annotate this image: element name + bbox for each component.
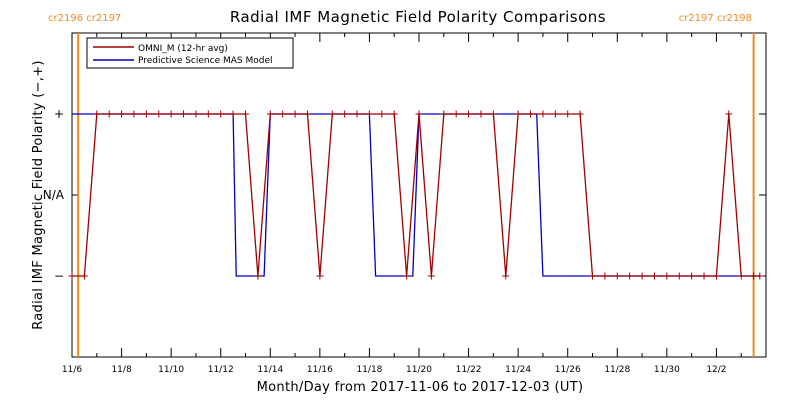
- carrington-label: cr2196 cr2197: [48, 13, 121, 24]
- data-point: [291, 110, 299, 118]
- data-point: [626, 272, 634, 280]
- data-point: [489, 110, 497, 118]
- data-point: [756, 272, 764, 280]
- data-point: [502, 272, 510, 280]
- data-point: [303, 110, 311, 118]
- data-point: [589, 272, 596, 280]
- data-point: [737, 272, 745, 280]
- data-point: [403, 272, 411, 280]
- y-tick-label: N/A: [43, 188, 65, 202]
- x-tick-label: 11/6: [62, 365, 82, 375]
- carrington-label: cr2197 cr2198: [679, 13, 752, 24]
- y-axis: + N/A −: [43, 107, 766, 283]
- data-point: [551, 110, 559, 118]
- data-point: [204, 110, 212, 118]
- data-point: [80, 272, 88, 280]
- data-point: [712, 272, 720, 280]
- data-point: [365, 110, 373, 118]
- data-point: [378, 110, 386, 118]
- data-point: [539, 110, 547, 118]
- data-point: [638, 272, 646, 280]
- data-point: [688, 272, 696, 280]
- x-tick-label: 11/24: [505, 365, 531, 375]
- data-point: [601, 272, 609, 280]
- data-point: [266, 110, 274, 118]
- data-point: [440, 110, 448, 118]
- data-point: [192, 110, 200, 118]
- data-point: [465, 110, 473, 118]
- data-point: [750, 272, 758, 280]
- x-tick-label: 11/20: [406, 365, 432, 375]
- x-tick-label: 11/18: [356, 365, 382, 375]
- data-point: [514, 110, 522, 118]
- legend: OMNI_M (12-hr avg) Predictive Science MA…: [86, 37, 294, 69]
- data-point: [217, 110, 225, 118]
- data-point: [663, 272, 671, 280]
- data-point: [527, 110, 535, 118]
- data-point: [675, 272, 683, 280]
- data-point: [328, 110, 336, 118]
- data-point: [700, 272, 708, 280]
- chart-title: Radial IMF Magnetic Field Polarity Compa…: [230, 8, 606, 26]
- data-point: [650, 272, 658, 280]
- data-point: [254, 272, 262, 280]
- x-tick-label: 11/8: [111, 365, 131, 375]
- data-point: [427, 272, 435, 280]
- y-tick-label: −: [54, 269, 64, 283]
- x-tick-label: 12/2: [706, 365, 726, 375]
- data-point: [93, 110, 101, 118]
- data-point: [341, 110, 349, 118]
- data-point: [576, 110, 584, 118]
- x-axis-label: Month/Day from 2017-11-06 to 2017-12-03 …: [257, 380, 584, 395]
- plot-frame: [71, 32, 767, 358]
- x-tick-label: 11/26: [555, 365, 581, 375]
- x-tick-label: 11/12: [208, 365, 234, 375]
- data-point: [142, 110, 150, 118]
- data-point: [477, 110, 485, 118]
- carrington-markers: cr2196 cr2197 cr2197 cr2198: [48, 13, 755, 357]
- data-point: [452, 110, 460, 118]
- x-tick-label: 11/14: [257, 365, 283, 375]
- data-point: [725, 110, 733, 118]
- x-tick-label: 11/30: [654, 365, 680, 375]
- data-point: [564, 110, 572, 118]
- data-point: [316, 272, 324, 280]
- data-point: [415, 110, 423, 118]
- x-tick-label: 11/22: [456, 365, 482, 375]
- data-point: [242, 110, 249, 118]
- data-point: [180, 110, 188, 118]
- data-point: [68, 272, 76, 280]
- x-tick-label: 11/16: [307, 365, 333, 375]
- y-axis-label: Radial IMF Magnetic Field Polarity (−,+): [31, 60, 46, 330]
- data-point: [353, 110, 361, 118]
- y-tick-label: +: [54, 107, 64, 121]
- data-point: [130, 110, 138, 118]
- data-point: [390, 110, 398, 118]
- legend-label-mas: Predictive Science MAS Model: [138, 56, 273, 66]
- legend-label-omni: OMNI_M (12-hr avg): [138, 44, 228, 54]
- data-point: [105, 110, 113, 118]
- legend-box: [86, 37, 294, 69]
- data-point: [167, 110, 175, 118]
- data-point: [118, 110, 126, 118]
- series-line-mas: [72, 113, 760, 277]
- data-point: [279, 110, 287, 118]
- x-axis: 11/6 11/8 11/10 11/12 11/14 11/16 11/18 11/20 11…: [62, 33, 742, 375]
- data-point: [155, 110, 163, 118]
- x-tick-label: 11/28: [604, 365, 630, 375]
- data-point: [613, 272, 621, 280]
- x-tick-label: 11/10: [158, 365, 184, 375]
- series-layer: [68, 110, 764, 280]
- data-point: [229, 110, 237, 118]
